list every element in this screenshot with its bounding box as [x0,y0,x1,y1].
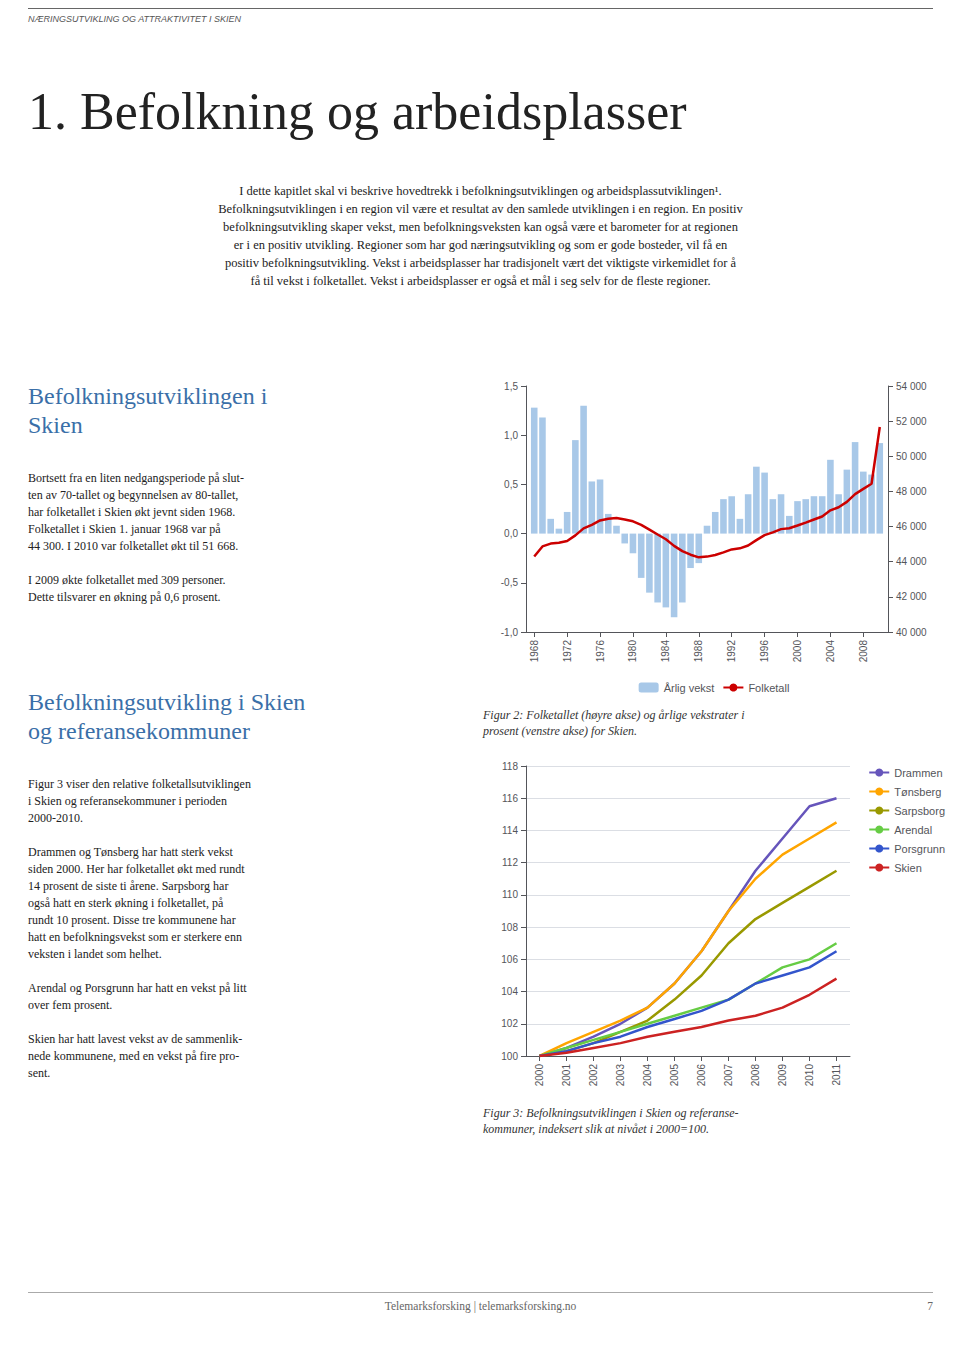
svg-text:Figur 3: Befolkningsutviklinge: Figur 3: Befolkningsutviklingen i Skien … [482,1106,739,1120]
html-text:I dette kapitlet skal vi beskr: I dette kapitlet skal vi beskrive hovedt… [218,184,743,288]
svg-text:Porsgrunn: Porsgrunn [894,843,945,855]
svg-text:1996: 1996 [759,640,770,663]
svg-text:106: 106 [501,954,518,965]
svg-text:Tønsberg: Tønsberg [894,786,941,798]
svg-text:108: 108 [501,922,518,933]
svg-text:118: 118 [502,761,518,772]
svg-text:kommuner, indeksert slik at ni: kommuner, indeksert slik at nivået i 200… [483,1122,709,1136]
svg-text:112: 112 [502,857,518,868]
svg-text:2001: 2001 [561,1064,572,1087]
svg-text:2006: 2006 [696,1064,707,1087]
svg-text:1992: 1992 [726,640,737,663]
svg-text:54 000: 54 000 [896,381,927,392]
svg-text:48 000: 48 000 [896,486,927,497]
svg-text:40 000: 40 000 [896,627,927,638]
svg-text:1980: 1980 [627,640,638,663]
html-text:7: 7 [927,1300,933,1312]
svg-text:1976: 1976 [595,640,606,663]
html-text:Befolkningsutviklingen i Skien: Befolkningsutviklingen i Skien [28,383,268,438]
svg-text:2002: 2002 [588,1064,599,1087]
svg-text:Årlig vekst: Årlig vekst [664,682,715,694]
svg-text:2000: 2000 [534,1064,545,1087]
svg-text:2008: 2008 [750,1064,761,1087]
svg-text:0,0: 0,0 [504,528,518,539]
svg-text:104: 104 [501,986,518,997]
svg-text:-0,5: -0,5 [501,577,519,588]
svg-text:1972: 1972 [562,640,573,663]
svg-text:prosent (venstre akse) for Ski: prosent (venstre akse) for Skien. [482,724,637,738]
svg-text:1984: 1984 [660,640,671,663]
svg-text:Folketall: Folketall [748,682,789,694]
svg-text:2000: 2000 [792,640,803,663]
svg-text:2003: 2003 [615,1064,626,1087]
svg-text:Figur 2: Folketallet (høyre ak: Figur 2: Folketallet (høyre akse) og årl… [482,708,744,722]
svg-text:-1,0: -1,0 [501,627,519,638]
svg-text:42 000: 42 000 [896,591,927,602]
svg-text:110: 110 [502,889,518,900]
svg-text:Drammen: Drammen [894,767,942,779]
svg-text:Sarpsborg: Sarpsborg [894,805,945,817]
svg-text:50 000: 50 000 [896,451,927,462]
svg-text:52 000: 52 000 [896,416,927,427]
svg-text:1988: 1988 [693,640,704,663]
svg-text:2008: 2008 [858,640,869,663]
svg-text:0,5: 0,5 [504,479,518,490]
html-text:Figur 3 viser den relative fol: Figur 3 viser den relative folketallsutv… [28,777,251,1080]
svg-text:114: 114 [502,825,518,836]
svg-text:2004: 2004 [825,640,836,663]
svg-text:102: 102 [501,1018,518,1029]
svg-text:1968: 1968 [529,640,540,663]
svg-text:1,5: 1,5 [504,381,518,392]
svg-text:Arendal: Arendal [894,824,932,836]
html-text:Befolkningsutvikling i Skien o: Befolkningsutvikling i Skien og referans… [28,689,306,744]
html-text:Telemarksforsking | telemarksf: Telemarksforsking | telemarksforsking.no [384,1300,577,1312]
svg-text:1,0: 1,0 [504,430,518,441]
svg-text:2011: 2011 [831,1064,842,1086]
svg-text:2004: 2004 [642,1064,653,1087]
svg-text:2005: 2005 [669,1064,680,1087]
svg-text:Skien: Skien [894,862,922,874]
html-text:Bortsett fra en liten nedgangs: Bortsett fra en liten nedgangsperiode på… [28,471,244,604]
svg-text:116: 116 [502,793,518,804]
svg-text:44 000: 44 000 [896,556,927,567]
svg-text:46 000: 46 000 [896,521,927,532]
svg-text:2010: 2010 [804,1064,815,1087]
svg-text:2009: 2009 [777,1064,788,1087]
svg-text:2007: 2007 [723,1064,734,1087]
html-text:1. Befolkning og arbeidsplasse: 1. Befolkning og arbeidsplasser [28,83,687,140]
html-text:NÆRINGSUTVIKLING OG ATTRAKTIVI: NÆRINGSUTVIKLING OG ATTRAKTIVITET I SKIE… [28,14,241,24]
svg-text:100: 100 [501,1051,518,1062]
